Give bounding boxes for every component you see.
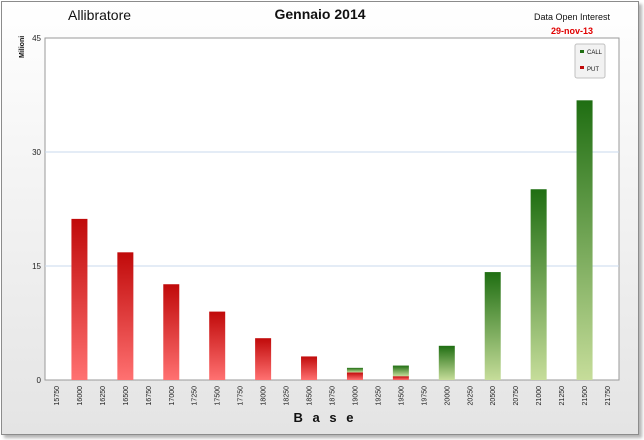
open-interest-date: 29-nov-13 [550,26,594,36]
x-tick-label: 18000 [261,386,268,406]
x-tick-label: 21500 [582,386,589,406]
x-tick-label: 20750 [513,386,520,406]
legend-label-put: PUT [587,67,599,73]
bar-put [346,372,363,380]
bar-put [163,284,180,380]
bar-put [392,376,409,380]
x-tick-label: 21750 [605,386,612,406]
x-tick-label: 17750 [238,386,245,406]
x-tick-label: 21250 [559,386,566,406]
chart-title: Gennaio 2014 [274,6,366,22]
x-tick-label: 17250 [192,386,199,406]
y-tick-label: 0 [37,376,42,385]
x-tick-label: 17000 [169,386,176,406]
legend-label-call: CALL [587,50,603,56]
legend-swatch-put [580,66,584,69]
plot-area [44,37,620,381]
x-axis-label: B a s e [293,410,357,425]
x-tick-label: 19750 [421,386,428,406]
x-tick-label: 16000 [77,386,84,406]
legend: CALL PUT [574,43,606,79]
y-tick-label: 45 [32,34,41,43]
bar-put [209,311,226,380]
x-tick-label: 17500 [215,386,222,406]
app-title: Allibratore [68,7,132,23]
y-tick-label: 15 [32,262,41,271]
bar-put [71,218,88,380]
bar-call [484,272,501,380]
x-tick-label: 19000 [352,386,359,406]
x-tick-label: 18750 [330,386,337,406]
x-tick-label: 19250 [375,386,382,406]
bar-call [576,100,593,380]
x-tick-label: 19500 [398,386,405,406]
bar-call [530,189,547,380]
x-tick-label: 16250 [100,386,107,406]
bar-put [255,338,272,380]
x-tick-label: 20500 [490,386,497,406]
x-tick-label: 20000 [444,386,451,406]
x-tick-label: 16750 [146,386,153,406]
bar-put [301,356,318,380]
bar-call [346,367,363,373]
x-tick-label: 16500 [123,386,130,406]
x-tick-label: 15750 [54,386,61,406]
x-tick-label: 21000 [536,386,543,406]
x-tick-label: 18500 [307,386,314,406]
legend-swatch-call [580,50,584,53]
bar-call [392,365,409,377]
bar-call [438,345,455,380]
x-tick-label: 20250 [467,386,474,406]
bar-put [117,252,134,380]
x-tick-label: 18250 [284,386,291,406]
y-tick-label: 30 [32,148,41,157]
open-interest-label: Data Open Interest [533,12,611,22]
